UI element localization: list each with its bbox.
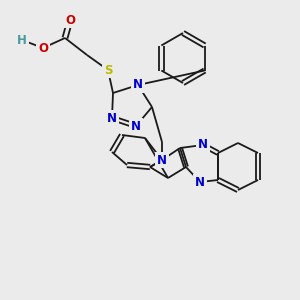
Text: O: O <box>65 14 75 26</box>
Text: N: N <box>157 154 167 166</box>
Text: N: N <box>133 79 143 92</box>
Text: H: H <box>17 34 27 46</box>
Text: N: N <box>107 112 117 124</box>
Text: S: S <box>104 64 112 76</box>
Text: O: O <box>38 41 48 55</box>
Text: N: N <box>195 176 205 188</box>
Text: N: N <box>131 119 141 133</box>
Text: N: N <box>198 139 208 152</box>
